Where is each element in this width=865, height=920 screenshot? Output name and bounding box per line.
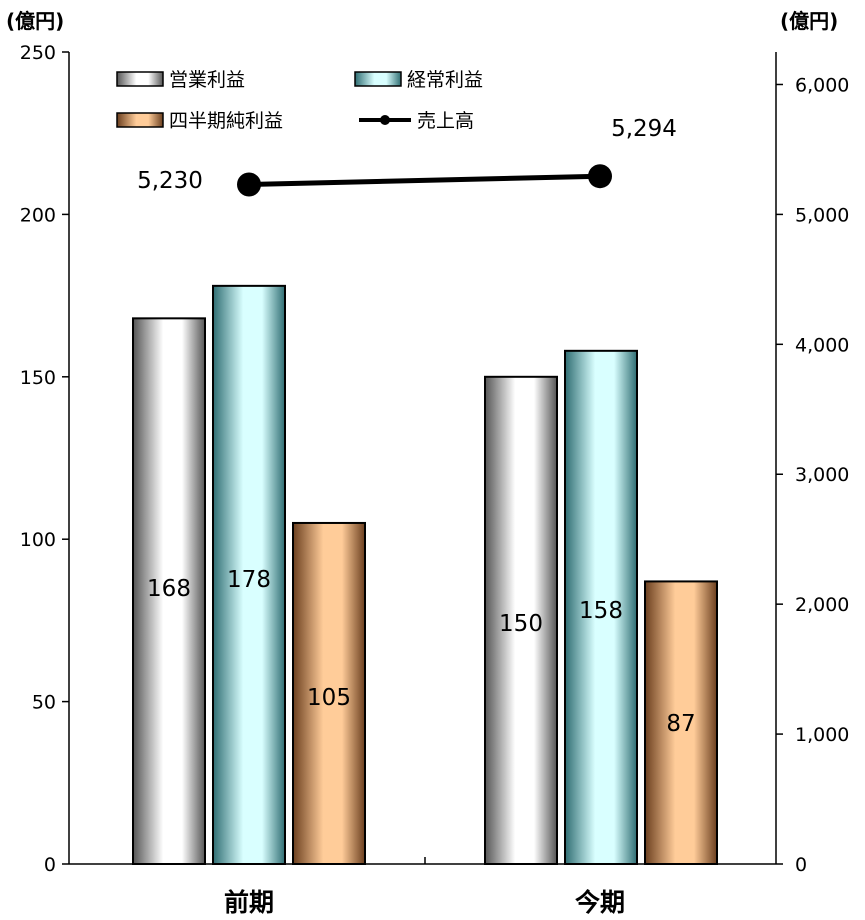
left-tick-label-5: 250	[20, 42, 56, 64]
category-label-1: 今期	[575, 888, 625, 917]
legend-swatch-2	[116, 112, 164, 128]
line-label-1: 5,294	[611, 116, 677, 142]
category-label-0: 前期	[224, 888, 274, 917]
left-tick-label-2: 100	[20, 529, 56, 551]
line-point-0	[237, 172, 261, 197]
right-axis: 0 1,000 2,000 3,000 4,000 5,000 6,000	[775, 52, 849, 876]
legend-point-3	[380, 115, 390, 125]
left-tick-label-4: 200	[20, 204, 56, 226]
line-point-1	[588, 164, 612, 189]
bar-2-1	[644, 580, 718, 865]
legend-swatch-0	[116, 71, 164, 87]
bar-1-0	[212, 284, 286, 865]
right-tick-label-3: 3,000	[795, 464, 849, 486]
bar-1-1	[564, 349, 638, 866]
bar-0-1	[484, 375, 558, 865]
left-tick-label-3: 150	[20, 367, 56, 389]
bar-2-0	[292, 521, 366, 866]
bars-layer	[132, 284, 718, 866]
left-axis-unit: (億円)	[6, 9, 64, 33]
legend-label-1: 経常利益	[407, 69, 483, 91]
left-tick-label-1: 50	[32, 692, 56, 714]
bar-label-0-0: 168	[147, 576, 191, 602]
right-tick-label-4: 4,000	[795, 334, 849, 356]
bar-label-0-1: 150	[499, 611, 543, 637]
right-axis-unit: (億円)	[780, 9, 838, 33]
left-tick-label-0: 0	[44, 854, 56, 876]
right-tick-label-0: 0	[795, 854, 807, 876]
legend-label-0: 営業利益	[169, 69, 245, 91]
bar-0-0	[132, 317, 206, 865]
line-label-0: 5,230	[137, 168, 203, 194]
right-tick-label-2: 2,000	[795, 594, 849, 616]
legend-label-2: 四半期純利益	[169, 110, 283, 132]
right-tick-label-5: 5,000	[795, 204, 849, 226]
bar-label-1-0: 178	[227, 567, 271, 593]
line-series-sales	[248, 173, 601, 188]
labels-layer: 168 150 178 158 105 87 5,230 5,294	[137, 116, 696, 737]
line-layer	[237, 164, 612, 197]
legend-label-3: 売上高	[417, 110, 474, 132]
right-tick-label-6: 6,000	[795, 74, 849, 96]
bar-label-2-0: 105	[307, 685, 351, 711]
bar-label-1-1: 158	[579, 598, 623, 624]
bar-label-2-1: 87	[666, 711, 695, 737]
right-tick-label-1: 1,000	[795, 724, 849, 746]
legend-swatch-1	[354, 71, 402, 87]
